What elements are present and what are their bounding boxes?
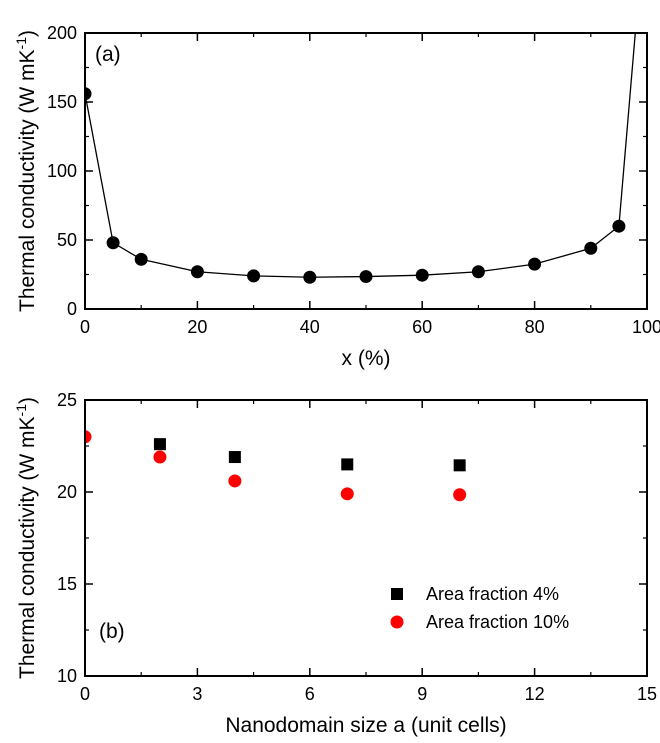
data-point-square xyxy=(153,438,166,451)
panel-b-y-axis-title: Thermal conductivity (W mK-1) xyxy=(13,397,39,679)
y-tick-label: 10 xyxy=(57,666,77,686)
panel-a-ticks: 0 20 40 60 80 100 0 50 100 150 200 xyxy=(47,23,660,337)
data-point-circle xyxy=(471,265,485,279)
x-tick-label: 60 xyxy=(412,317,432,337)
y-tick-label: 100 xyxy=(47,161,77,181)
x-tick-label: 0 xyxy=(80,684,90,704)
y-tick-label: 20 xyxy=(57,482,77,502)
x-tick-label: 15 xyxy=(637,684,657,704)
data-point-circle xyxy=(359,270,373,284)
legend-label: Area fraction 10% xyxy=(426,612,569,632)
panel-a-y-axis-title: Thermal conductivity (W mK-1) xyxy=(13,30,39,312)
legend-marker-square xyxy=(391,588,403,600)
panel-a-y-axis-title-superscript: -1 xyxy=(13,37,29,50)
panel-b-label: (b) xyxy=(99,620,125,643)
data-point-square xyxy=(453,459,466,472)
panel-a-x-axis-title: x (%) xyxy=(342,347,391,370)
x-tick-label: 3 xyxy=(192,684,202,704)
x-tick-label: 40 xyxy=(300,317,320,337)
data-point-circle xyxy=(106,236,120,250)
panel-b-plot-frame xyxy=(84,399,648,677)
legend-label: Area fraction 4% xyxy=(426,584,559,604)
x-tick-label: 12 xyxy=(525,684,545,704)
x-tick-label: 6 xyxy=(305,684,315,704)
panel-b-y-axis-title-close: ) xyxy=(16,397,39,404)
x-tick-label: 100 xyxy=(632,317,660,337)
data-point-circle xyxy=(612,219,626,233)
data-point-circle xyxy=(85,87,92,101)
panel-b-y-axis-title-superscript: -1 xyxy=(13,404,29,417)
x-tick-label: 9 xyxy=(417,684,427,704)
panel-b-y-axis-title-main: Thermal conductivity (W mK xyxy=(16,416,39,679)
x-tick-label: 80 xyxy=(525,317,545,337)
data-point-square xyxy=(341,458,354,471)
x-tick-label: 0 xyxy=(80,317,90,337)
panel-b-marks xyxy=(85,430,467,502)
data-point-square xyxy=(228,451,241,464)
data-point-circle xyxy=(228,474,242,488)
panel-b-x-axis-title: Nanodomain size a (unit cells) xyxy=(225,714,506,737)
y-tick-label: 0 xyxy=(67,299,77,319)
data-point-circle xyxy=(247,269,261,283)
y-tick-label: 200 xyxy=(47,23,77,43)
data-point-circle xyxy=(134,252,148,266)
panel-a-y-axis-title-close: ) xyxy=(16,30,39,37)
data-point-circle xyxy=(453,488,467,502)
data-point-circle xyxy=(528,257,542,271)
data-point-circle xyxy=(584,241,598,255)
panel-b-ticks: 0 3 6 9 12 15 10 15 20 25 xyxy=(57,390,657,704)
panel-a-marks xyxy=(85,33,636,284)
data-point-circle xyxy=(85,430,92,444)
x-tick-label: 20 xyxy=(187,317,207,337)
legend-marker-circle xyxy=(390,615,404,629)
data-point-circle xyxy=(190,265,204,279)
data-point-circle xyxy=(340,487,354,501)
panel-b-thermal-conductivity-vs-nanodomain-size: 0 3 6 9 12 15 10 15 20 25 (b) Nanodomain size a (… xyxy=(13,390,657,737)
y-tick-label: 25 xyxy=(57,390,77,410)
data-point-circle xyxy=(415,268,429,282)
panel-a-thermal-conductivity-vs-x: 0 20 40 60 80 100 0 50 100 150 200 (a) x (%) Therm… xyxy=(13,23,660,370)
series-line xyxy=(85,33,636,278)
y-tick-label: 150 xyxy=(47,92,77,112)
panel-a-plot-frame xyxy=(84,32,648,310)
y-tick-label: 50 xyxy=(57,230,77,250)
panel-b-legend: Area fraction 4% Area fraction 10% xyxy=(390,584,569,632)
panel-a-label: (a) xyxy=(95,43,121,66)
data-point-circle xyxy=(303,270,317,284)
y-tick-label: 15 xyxy=(57,574,77,594)
data-point-circle xyxy=(153,450,167,464)
panel-a-y-axis-title-main: Thermal conductivity (W mK xyxy=(16,49,39,312)
